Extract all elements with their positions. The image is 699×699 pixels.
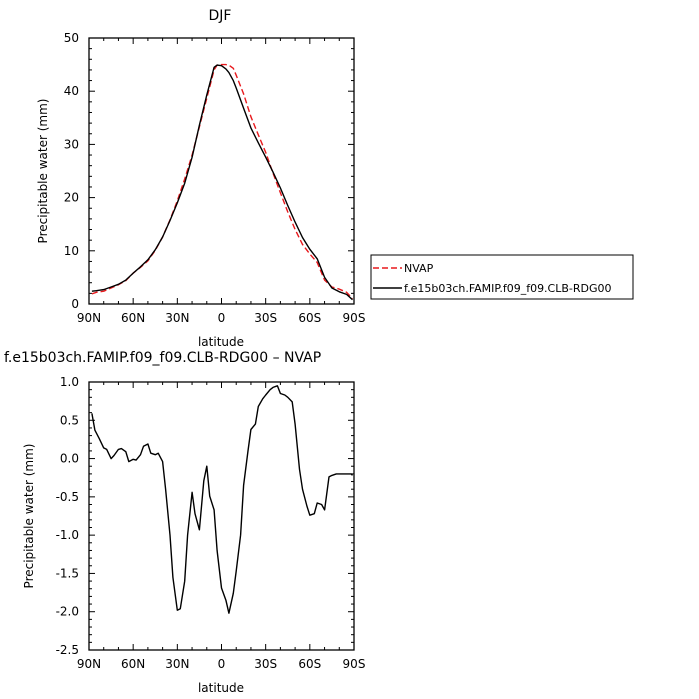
bottom-x-tick-label: 90N: [77, 657, 101, 671]
top-panel: DJF 90N 60N 30N 0 30S 60S 90S 0 10 20 30 40 50 Preci…: [36, 8, 365, 349]
legend: NVAP f.e15b03ch.FAMIP.f09_f09.CLB-RDG00: [370, 254, 634, 300]
bottom-series-lines: [91, 385, 354, 614]
bottom-y-axis-label: Precipitable water (mm): [22, 444, 36, 589]
legend-label-nvap: NVAP: [404, 262, 434, 275]
top-y-tick-label: 30: [64, 137, 79, 151]
top-chart-title: DJF: [209, 8, 232, 24]
bottom-x-tick-label: 30N: [165, 657, 189, 671]
top-x-tick-label: 60N: [121, 311, 145, 325]
top-y-tick-label: 20: [64, 191, 79, 205]
top-axis-ticks: 90N 60N 30N 0 30S 60S 90S 0 10 20 30 40 50: [64, 31, 366, 325]
top-y-tick-label: 40: [64, 84, 79, 98]
bottom-series-line-0: [91, 385, 354, 614]
bottom-y-tick-label: 1.0: [60, 375, 79, 389]
bottom-y-tick-label: -1.5: [56, 566, 79, 580]
top-y-axis-label: Precipitable water (mm): [36, 99, 50, 244]
top-x-tick-label: 30N: [165, 311, 189, 325]
top-y-tick-label: 0: [71, 297, 79, 311]
bottom-y-tick-label: 0.0: [60, 452, 79, 466]
top-x-tick-label: 30S: [254, 311, 277, 325]
bottom-x-tick-label: 90S: [343, 657, 366, 671]
bottom-x-tick-label: 60S: [298, 657, 321, 671]
bottom-x-axis-label: latitude: [198, 681, 244, 695]
bottom-x-tick-label: 60N: [121, 657, 145, 671]
bottom-plot-frame: [88, 381, 355, 651]
legend-label-model: f.e15b03ch.FAMIP.f09_f09.CLB-RDG00: [404, 282, 612, 295]
top-x-tick-label: 90S: [343, 311, 366, 325]
bottom-chart-title: f.e15b03ch.FAMIP.f09_f09.CLB-RDG00 – NVA…: [4, 350, 321, 366]
bottom-x-tick-label: 0: [218, 657, 226, 671]
bottom-y-tick-label: -1.0: [56, 528, 79, 542]
top-x-tick-label: 90N: [77, 311, 101, 325]
bottom-y-tick-label: -2.5: [56, 643, 79, 657]
top-x-tick-label: 60S: [298, 311, 321, 325]
top-series-lines: [91, 63, 354, 301]
top-y-tick-label: 50: [64, 31, 79, 45]
bottom-y-tick-label: 0.5: [60, 413, 79, 427]
top-x-tick-label: 0: [218, 311, 226, 325]
top-series-line-0: [91, 63, 354, 300]
bottom-y-tick-label: -0.5: [56, 490, 79, 504]
top-y-tick-label: 10: [64, 244, 79, 258]
bottom-y-tick-label: -2.0: [56, 605, 79, 619]
bottom-x-tick-label: 30S: [254, 657, 277, 671]
top-series-line-1: [91, 64, 353, 301]
legend-box: [370, 254, 634, 300]
bottom-axis-ticks: 90N 60N 30N 0 30S 60S 90S -2.5 -2.0 -1.5 -1.0 -0.5 0…: [56, 375, 366, 671]
top-plot-frame: [88, 37, 355, 305]
top-x-axis-label: latitude: [198, 335, 244, 349]
bottom-panel: f.e15b03ch.FAMIP.f09_f09.CLB-RDG00 – NVA…: [4, 350, 365, 695]
